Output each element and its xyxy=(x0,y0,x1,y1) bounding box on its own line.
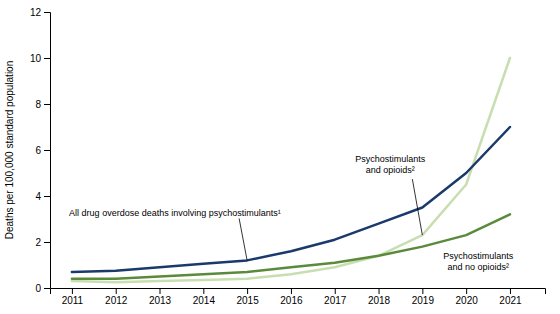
series-label-line: and no opioids² xyxy=(447,262,509,272)
y-axis: 0 2 4 6 8 10 12 xyxy=(30,7,51,294)
tick-label: 2015 xyxy=(236,295,259,306)
tick-mark xyxy=(422,288,423,294)
tick-label: 8 xyxy=(35,99,41,110)
tick-mark xyxy=(116,288,117,294)
tick-label: 2017 xyxy=(324,295,347,306)
series-labels: Psychostimulantsand opioids²Psychostimul… xyxy=(69,154,514,272)
series-label-line: Psychostimulants xyxy=(355,154,426,164)
tick-label: 6 xyxy=(35,145,41,156)
tick: 2014 xyxy=(193,288,216,306)
tick: 0 xyxy=(35,283,50,294)
tick: 2013 xyxy=(149,288,172,306)
tick-label: 2016 xyxy=(280,295,303,306)
tick: 2015 xyxy=(236,288,259,306)
tick-mark xyxy=(466,288,467,294)
leader-line xyxy=(412,179,422,235)
tick: 2020 xyxy=(456,288,479,306)
tick-label: 10 xyxy=(30,53,42,64)
plot-area: 2011201220132014201520162017201820192020… xyxy=(30,7,546,306)
tick-mark xyxy=(510,288,511,294)
leader-line xyxy=(239,218,247,260)
tick: 2019 xyxy=(412,288,435,306)
tick-label: 4 xyxy=(35,191,41,202)
series-line xyxy=(72,58,510,282)
tick: 2011 xyxy=(62,288,84,306)
tick-label: 2012 xyxy=(105,295,128,306)
tick-mark xyxy=(335,288,336,294)
tick-label: 2014 xyxy=(193,295,216,306)
series-label: All drug overdose deaths involving psych… xyxy=(69,208,281,218)
tick: 2021 xyxy=(499,288,522,306)
axis-domain xyxy=(44,13,51,289)
tick-mark xyxy=(44,104,50,105)
tick: 2 xyxy=(35,237,50,248)
tick-label: 2013 xyxy=(149,295,172,306)
tick: 6 xyxy=(35,145,50,156)
tick: 2018 xyxy=(368,288,391,306)
lines xyxy=(72,58,510,282)
x-axis: 2011 2012 2013 2014 2015 2016 2017 2018 2019 2020… xyxy=(51,288,546,306)
series-label-line: All drug overdose deaths involving psych… xyxy=(69,208,281,218)
chart-svg: 2011201220132014201520162017201820192020… xyxy=(0,0,560,314)
series-label-line: and opioids² xyxy=(366,165,415,175)
tick-mark xyxy=(44,12,50,13)
series-label: Psychostimulantsand opioids² xyxy=(355,154,426,175)
tick-label: 2 xyxy=(35,237,41,248)
tick-mark xyxy=(247,288,248,294)
tick-label: 2020 xyxy=(456,295,479,306)
tick-mark xyxy=(291,288,292,294)
tick: 2016 xyxy=(280,288,303,306)
tick-mark xyxy=(379,288,380,294)
tick: 2017 xyxy=(324,288,347,306)
tick-mark xyxy=(44,288,50,289)
tick: 8 xyxy=(35,99,50,110)
tick-mark xyxy=(44,196,50,197)
tick-mark xyxy=(44,242,50,243)
tick-label: 2011 xyxy=(62,295,84,306)
series-label-line: Psychostimulants xyxy=(443,251,514,261)
tick-label: 2018 xyxy=(368,295,391,306)
tick-mark xyxy=(44,150,50,151)
tick-label: 2021 xyxy=(499,295,522,306)
tick-label: 2019 xyxy=(412,295,435,306)
tick-mark xyxy=(160,288,161,294)
tick-label: 12 xyxy=(30,7,42,18)
tick: 10 xyxy=(30,53,50,64)
tick: 2012 xyxy=(105,288,128,306)
tick-mark xyxy=(203,288,204,294)
axis-domain xyxy=(51,289,546,295)
tick: 12 xyxy=(30,7,50,18)
tick: 4 xyxy=(35,191,50,202)
chart-container: 2011201220132014201520162017201820192020… xyxy=(0,0,560,314)
y-axis-title: Deaths per 100,000 standard population xyxy=(4,61,15,239)
tick-mark xyxy=(44,58,50,59)
tick-mark xyxy=(72,288,73,294)
tick-label: 0 xyxy=(35,283,41,294)
series-label: Psychostimulantsand no opioids² xyxy=(443,251,514,272)
